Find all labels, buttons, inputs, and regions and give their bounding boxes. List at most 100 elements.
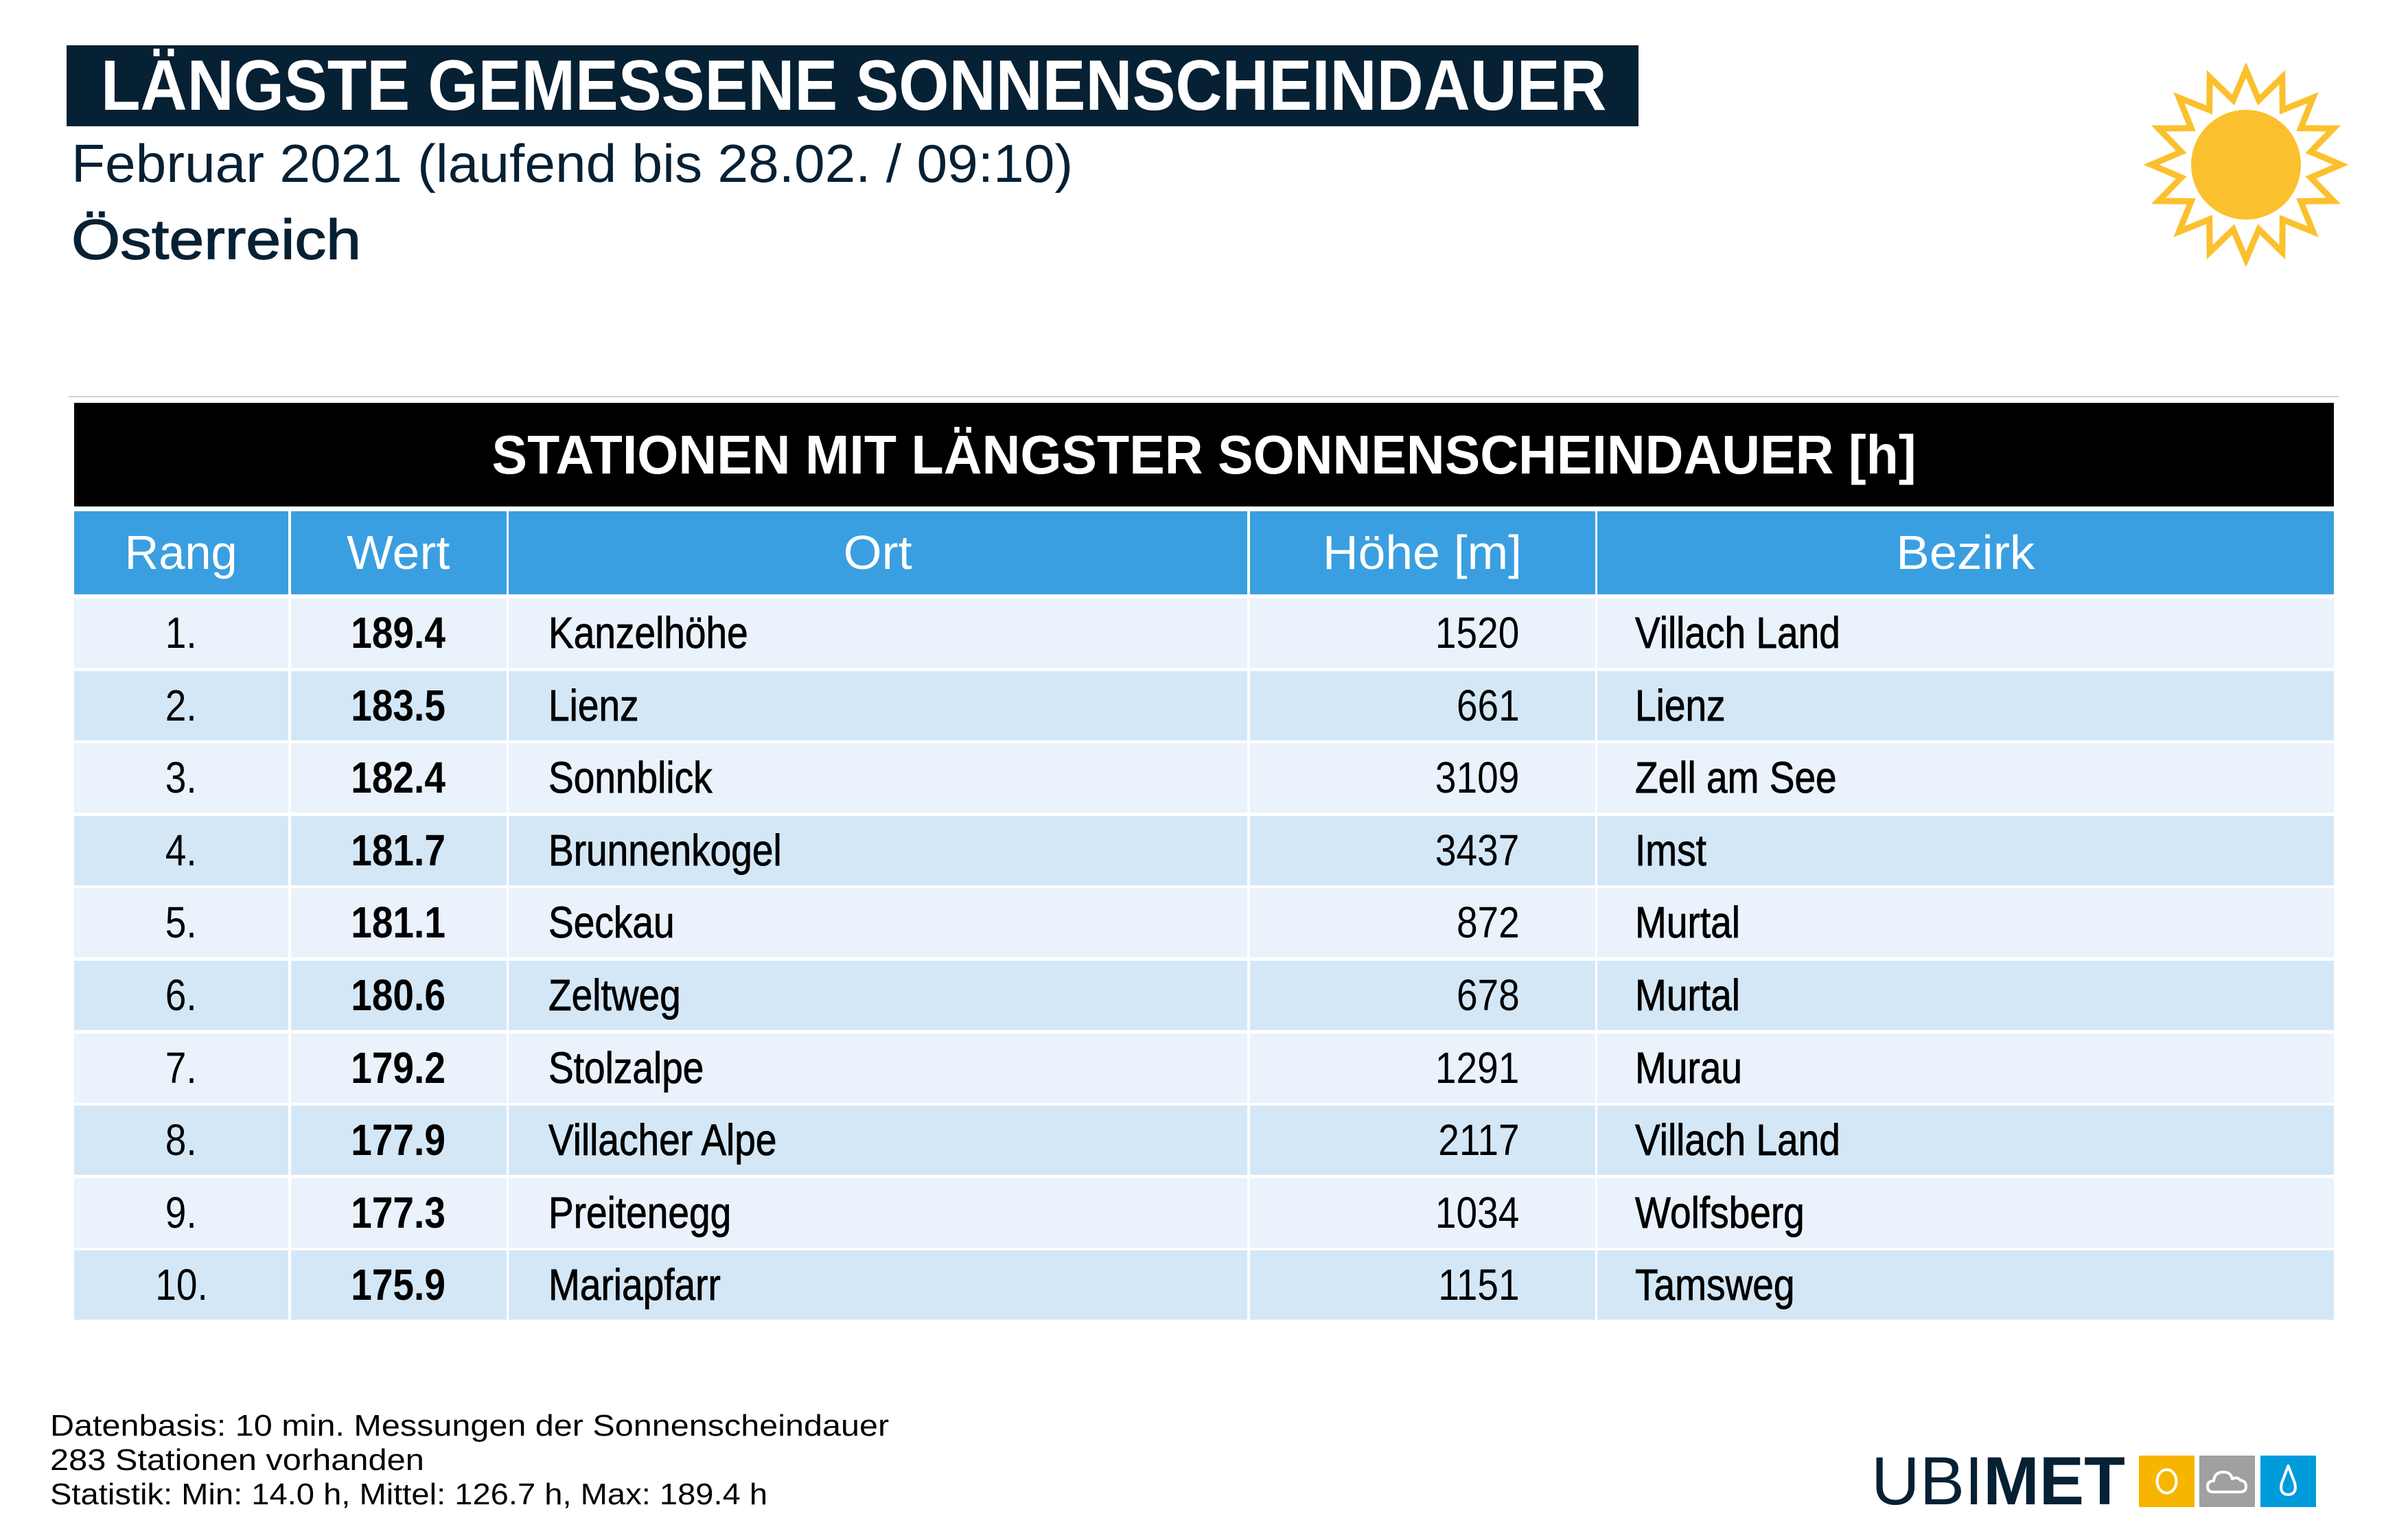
cell-hoehe: 3437 xyxy=(1249,815,1595,885)
ubimet-logo: UBIMET xyxy=(1871,1447,2128,1515)
cell-wert-text: 182.4 xyxy=(351,753,446,803)
cell-rang-text: 9. xyxy=(165,1187,197,1237)
column-header-bezirk-label: Bezirk xyxy=(1896,526,2035,579)
subtitle-text: Februar 2021 (laufend bis 28.02. / 09:10… xyxy=(71,133,1074,194)
cell-rang-text: 5. xyxy=(165,898,197,948)
cell-rang: 10. xyxy=(74,1250,288,1320)
cell-ort: Kanzelhöhe xyxy=(509,598,1247,668)
column-header-hoehe[interactable]: Höhe [m] xyxy=(1249,511,1595,594)
cell-wert: 181.1 xyxy=(290,888,507,958)
table-row[interactable]: 9. 177.3 Preitenegg 1034 Wolfsberg xyxy=(74,1178,2334,1248)
logo-cloud-icon xyxy=(2199,1456,2255,1507)
cell-hoehe-text: 3109 xyxy=(1435,753,1520,803)
cell-wert-text: 180.6 xyxy=(351,970,446,1020)
subtitle: Februar 2021 (laufend bis 28.02. / 09:10… xyxy=(71,130,1073,196)
column-header-ort-label: Ort xyxy=(843,526,913,579)
cell-ort: Zeltweg xyxy=(509,961,1247,1030)
table-row[interactable]: 6. 180.6 Zeltweg 678 Murtal xyxy=(74,961,2334,1030)
cell-ort-text: Mariapfarr xyxy=(548,1260,721,1310)
cell-ort: Lienz xyxy=(509,670,1247,740)
table-row[interactable]: 4. 181.7 Brunnenkogel 3437 Imst xyxy=(74,815,2334,885)
cloud-icon xyxy=(2206,1471,2247,1493)
table-row[interactable]: 1. 189.4 Kanzelhöhe 1520 Villach Land xyxy=(74,598,2334,668)
logo-text-light: UBI xyxy=(1871,1443,1984,1519)
cell-ort: Sonnblick xyxy=(509,743,1247,813)
cell-bezirk: Lienz xyxy=(1597,670,2334,740)
cell-ort: Villacher Alpe xyxy=(509,1106,1247,1176)
cell-rang-text: 4. xyxy=(165,825,197,875)
cell-wert-text: 181.1 xyxy=(351,898,446,948)
cell-wert: 182.4 xyxy=(290,743,507,813)
cell-bezirk: Villach Land xyxy=(1597,598,2334,668)
cell-ort-text: Stolzalpe xyxy=(548,1042,704,1093)
cell-rang: 6. xyxy=(74,961,288,1030)
cell-rang-text: 2. xyxy=(165,680,197,730)
cell-wert-text: 179.2 xyxy=(351,1042,446,1093)
table-row[interactable]: 3. 182.4 Sonnblick 3109 Zell am See xyxy=(74,743,2334,813)
cell-hoehe: 678 xyxy=(1249,961,1595,1030)
cell-wert: 177.3 xyxy=(290,1178,507,1248)
cell-hoehe: 1034 xyxy=(1249,1178,1595,1248)
sun-disc xyxy=(2191,110,2301,220)
cell-bezirk: Wolfsberg xyxy=(1597,1178,2334,1248)
cell-ort: Preitenegg xyxy=(509,1178,1247,1248)
table-row[interactable]: 8. 177.9 Villacher Alpe 2117 Villach Land xyxy=(74,1106,2334,1176)
footer-statistics: Statistik: Min: 14.0 h, Mittel: 126.7 h,… xyxy=(50,1478,811,1512)
table-title-text: STATIONEN MIT LÄNGSTER SONNENSCHEINDAUER… xyxy=(491,424,1917,485)
column-header-hoehe-label: Höhe [m] xyxy=(1323,526,1522,579)
column-header-wert[interactable]: Wert xyxy=(290,511,507,594)
cell-bezirk: Imst xyxy=(1597,815,2334,885)
cell-hoehe-text: 1291 xyxy=(1435,1042,1520,1093)
region-label: Österreich xyxy=(71,206,362,275)
cell-rang: 2. xyxy=(74,670,288,740)
cell-wert-text: 189.4 xyxy=(351,608,446,657)
cell-rang: 8. xyxy=(74,1106,288,1176)
footer-statistics-text: Statistik: Min: 14.0 h, Mittel: 126.7 h,… xyxy=(50,1478,768,1511)
cell-ort-text: Sonnblick xyxy=(548,753,713,803)
cell-bezirk: Tamsweg xyxy=(1597,1250,2334,1320)
cell-wert-text: 175.9 xyxy=(351,1260,446,1310)
cell-hoehe-text: 3437 xyxy=(1435,825,1520,875)
cell-hoehe: 2117 xyxy=(1249,1106,1595,1176)
sun-rays xyxy=(2143,62,2349,268)
cell-hoehe-text: 1034 xyxy=(1435,1187,1520,1237)
cell-hoehe: 3109 xyxy=(1249,743,1595,813)
footer-notes: Datenbasis: 10 min. Messungen der Sonnen… xyxy=(50,1409,889,1512)
page-title-text: LÄNGSTE GEMESSENE SONNENSCHEINDAUER xyxy=(101,46,1607,126)
table-row[interactable]: 5. 181.1 Seckau 872 Murtal xyxy=(74,888,2334,958)
cell-hoehe: 1520 xyxy=(1249,598,1595,668)
cell-bezirk-text: Murau xyxy=(1635,1042,1743,1093)
cell-hoehe: 661 xyxy=(1249,670,1595,740)
column-header-bezirk[interactable]: Bezirk xyxy=(1597,511,2334,594)
column-header-rang[interactable]: Rang xyxy=(74,511,288,594)
footer-station-count-text: 283 Stationen vorhanden xyxy=(50,1443,424,1477)
cell-rang: 9. xyxy=(74,1178,288,1248)
cell-ort-text: Seckau xyxy=(548,898,675,948)
cell-bezirk: Murtal xyxy=(1597,961,2334,1030)
cell-ort-text: Brunnenkogel xyxy=(548,825,782,875)
cell-rang-text: 7. xyxy=(165,1042,197,1093)
cell-ort-text: Lienz xyxy=(548,680,639,730)
table-row[interactable]: 2. 183.5 Lienz 661 Lienz xyxy=(74,670,2334,740)
table-row[interactable]: 10. 175.9 Mariapfarr 1151 Tamsweg xyxy=(74,1250,2334,1320)
cell-ort: Brunnenkogel xyxy=(509,815,1247,885)
sun-icon xyxy=(2143,62,2349,268)
footer-station-count: 283 Stationen vorhanden xyxy=(50,1443,811,1478)
cell-wert: 180.6 xyxy=(290,961,507,1030)
drop-icon xyxy=(2280,1465,2297,1496)
table-row[interactable]: 7. 179.2 Stolzalpe 1291 Murau xyxy=(74,1033,2334,1103)
cell-rang-text: 3. xyxy=(165,753,197,803)
page-title: LÄNGSTE GEMESSENE SONNENSCHEINDAUER xyxy=(101,45,1763,126)
cell-ort-text: Kanzelhöhe xyxy=(548,608,749,658)
title-banner xyxy=(67,45,1639,126)
cell-hoehe-text: 1520 xyxy=(1435,608,1520,657)
column-header-wert-label: Wert xyxy=(347,526,450,579)
cell-ort: Mariapfarr xyxy=(509,1250,1247,1320)
cell-wert-text: 181.7 xyxy=(351,825,446,875)
column-header-ort[interactable]: Ort xyxy=(509,511,1247,594)
cell-hoehe-text: 872 xyxy=(1456,898,1520,948)
table-title: STATIONEN MIT LÄNGSTER SONNENSCHEINDAUER… xyxy=(74,403,2334,506)
cell-bezirk-text: Tamsweg xyxy=(1635,1260,1795,1310)
logo-sun-icon xyxy=(2139,1456,2195,1507)
cell-wert-text: 177.3 xyxy=(351,1187,446,1237)
